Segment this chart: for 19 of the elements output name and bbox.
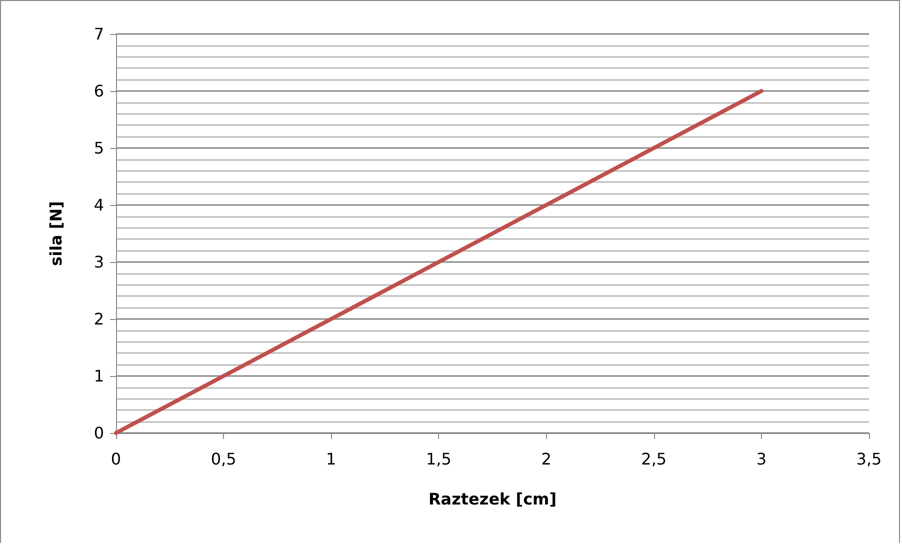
y-tick-label: 6 (94, 82, 104, 100)
x-tick-label: 0 (110, 450, 122, 468)
x-tick-label: 0,5 (210, 450, 236, 468)
line-series (114, 89, 764, 435)
x-tick-label: 1,5 (426, 450, 452, 468)
x-tick-label: 2 (541, 450, 552, 468)
y-tick-label: 3 (94, 252, 104, 272)
y-tick-label: 2 (94, 310, 104, 328)
x-tick-label: 3,5 (856, 450, 882, 468)
y-tick-label: 4 (94, 196, 104, 214)
x-tick-label: 2,5 (641, 450, 667, 468)
x-tick-label: 3 (756, 450, 767, 468)
y-tick-label: 7 (94, 24, 104, 44)
y-tick-label: 5 (94, 138, 104, 158)
y-tick-label: 0 (94, 424, 104, 442)
x-tick-label: 1 (326, 450, 336, 468)
y-axis-title: sila [N] (46, 201, 66, 266)
y-tick-label: 1 (94, 366, 104, 386)
x-axis-title: Raztezek [cm] (428, 490, 557, 508)
